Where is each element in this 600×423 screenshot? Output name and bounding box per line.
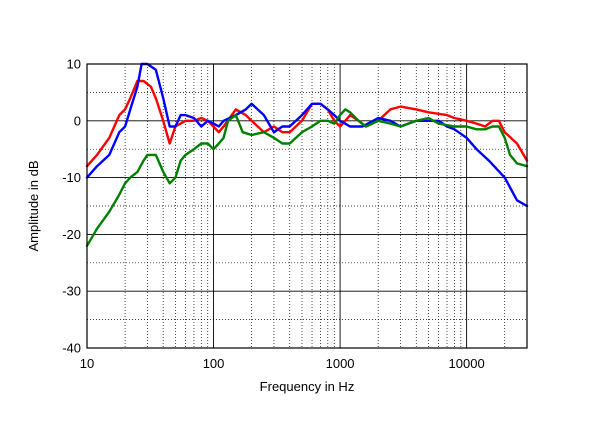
x-tick-label: 1000 (326, 356, 355, 371)
x-axis-title: Frequency in Hz (260, 379, 355, 394)
y-tick-label: 10 (67, 57, 81, 72)
x-tick-label: 10000 (449, 356, 485, 371)
y-tick-label: -10 (62, 170, 81, 185)
series-layer (85, 62, 529, 247)
series-line-3 (85, 108, 529, 247)
y-axis-title: Amplitude in dB (26, 160, 41, 251)
plot-frame (86, 63, 528, 349)
grid (87, 64, 527, 348)
x-tick-label: 100 (203, 356, 225, 371)
series-line-1 (85, 79, 529, 168)
y-tick-label: -40 (62, 341, 81, 356)
series-line-2 (85, 62, 529, 208)
x-tick-label: 10 (80, 356, 94, 371)
y-tick-label: -20 (62, 227, 81, 242)
tick-labels: 10 100 1000 10000 -40 -30 -20 -10 0 10 (62, 57, 484, 372)
y-tick-label: -30 (62, 284, 81, 299)
y-tick-label: 0 (74, 113, 81, 128)
